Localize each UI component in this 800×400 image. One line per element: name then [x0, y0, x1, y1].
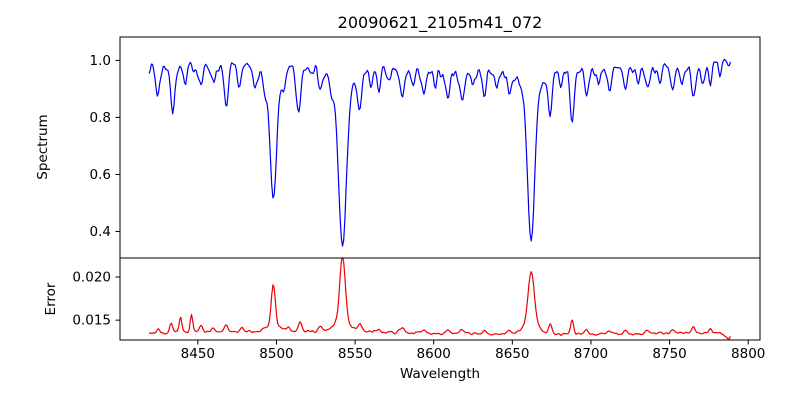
x-tick-label: 8750: [652, 346, 686, 362]
axis-ticks: 8450 8500 8550 8600 8650 8700 8750 8800 0.4 0.6 0.…: [72, 53, 765, 362]
y-tick-label-spectrum: 0.8: [90, 110, 111, 126]
x-tick-label: 8700: [574, 346, 608, 362]
y-tick-label-error: 0.020: [72, 269, 111, 285]
spectrum-line: [148, 58, 732, 247]
x-tick-label: 8800: [731, 346, 765, 362]
x-tick-label: 8550: [338, 346, 372, 362]
top-panel-frame: [119, 36, 761, 259]
y-tick-label-error: 0.015: [72, 313, 111, 329]
x-tick-label: 8600: [417, 346, 451, 362]
y-tick-label-spectrum: 1.0: [90, 53, 111, 69]
x-tick-label: 8450: [181, 346, 215, 362]
y-axis-label-spectrum: Spectrum: [35, 114, 51, 179]
y-tick-label-spectrum: 0.4: [90, 224, 111, 240]
x-tick-label: 8500: [259, 346, 293, 362]
y-axis-label-error: Error: [43, 282, 59, 315]
plot-title: 20090621_2105m41_072: [338, 13, 543, 33]
error-line: [149, 258, 732, 340]
x-tick-label: 8650: [495, 346, 529, 362]
y-tick-label-spectrum: 0.6: [90, 167, 111, 183]
bottom-panel-frame: [119, 257, 761, 341]
x-axis-label: Wavelength: [400, 366, 480, 382]
